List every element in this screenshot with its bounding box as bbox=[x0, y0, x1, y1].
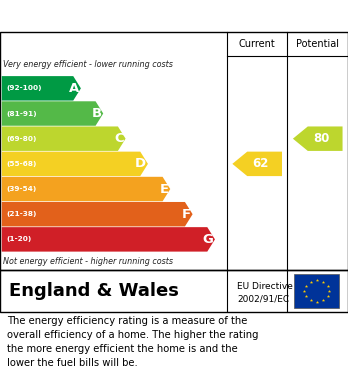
Text: A: A bbox=[69, 82, 79, 95]
Text: F: F bbox=[182, 208, 191, 221]
Polygon shape bbox=[2, 126, 126, 151]
Text: 62: 62 bbox=[252, 157, 269, 170]
Text: (1-20): (1-20) bbox=[6, 237, 31, 242]
Text: (81-91): (81-91) bbox=[6, 111, 37, 117]
Text: (21-38): (21-38) bbox=[6, 211, 36, 217]
Text: 2002/91/EC: 2002/91/EC bbox=[237, 294, 290, 303]
Text: B: B bbox=[92, 107, 102, 120]
Text: D: D bbox=[135, 157, 146, 170]
Text: G: G bbox=[202, 233, 213, 246]
Polygon shape bbox=[2, 101, 103, 126]
Text: (69-80): (69-80) bbox=[6, 136, 36, 142]
Text: The energy efficiency rating is a measure of the
overall efficiency of a home. T: The energy efficiency rating is a measur… bbox=[7, 316, 259, 368]
Text: Potential: Potential bbox=[296, 39, 339, 49]
Polygon shape bbox=[2, 202, 192, 226]
Polygon shape bbox=[293, 126, 342, 151]
Text: 80: 80 bbox=[313, 132, 330, 145]
Text: Current: Current bbox=[239, 39, 276, 49]
Text: C: C bbox=[114, 132, 124, 145]
Bar bbox=[294, 274, 339, 308]
Text: (92-100): (92-100) bbox=[6, 85, 41, 91]
Polygon shape bbox=[2, 177, 170, 201]
Polygon shape bbox=[2, 152, 148, 176]
Text: E: E bbox=[159, 183, 168, 196]
Text: England & Wales: England & Wales bbox=[9, 282, 179, 300]
Polygon shape bbox=[2, 76, 81, 100]
Text: EU Directive: EU Directive bbox=[237, 282, 293, 291]
Text: (39-54): (39-54) bbox=[6, 186, 36, 192]
Text: Very energy efficient - lower running costs: Very energy efficient - lower running co… bbox=[3, 61, 173, 70]
Text: (55-68): (55-68) bbox=[6, 161, 36, 167]
Text: Not energy efficient - higher running costs: Not energy efficient - higher running co… bbox=[3, 257, 174, 266]
Text: Energy Efficiency Rating: Energy Efficiency Rating bbox=[9, 9, 219, 23]
Polygon shape bbox=[232, 152, 282, 176]
Polygon shape bbox=[2, 227, 215, 251]
